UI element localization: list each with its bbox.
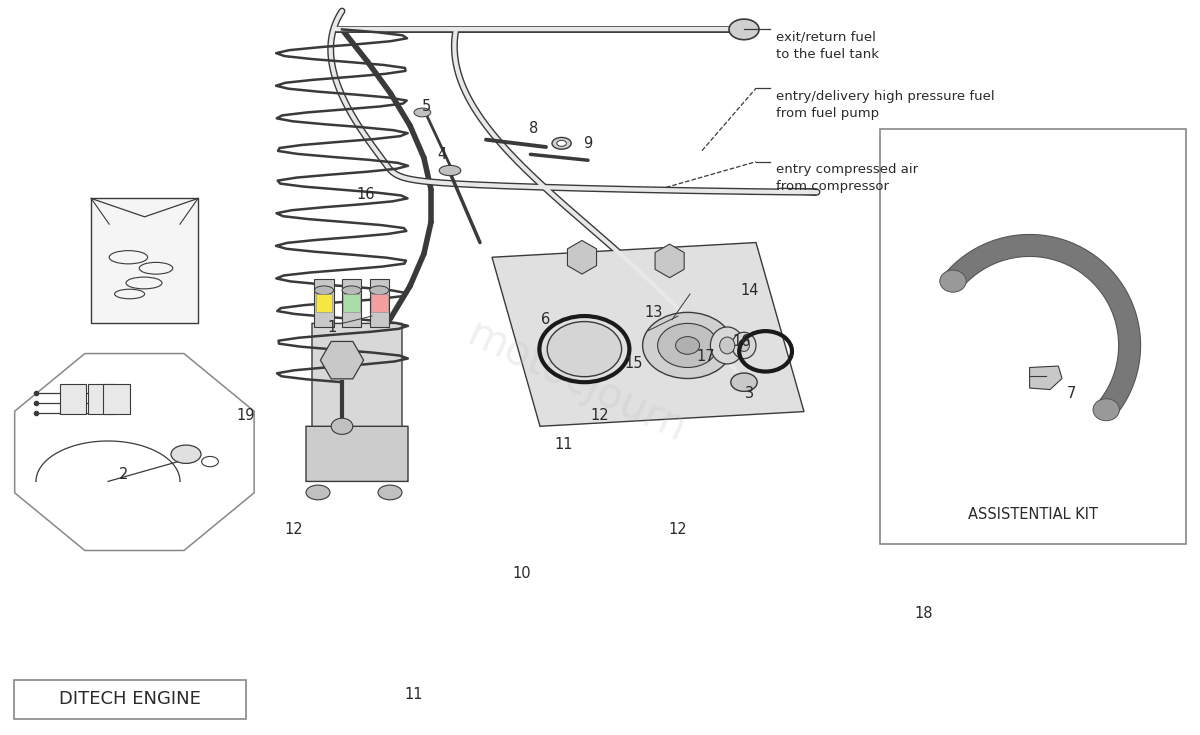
- Text: 5: 5: [421, 99, 431, 114]
- Ellipse shape: [306, 485, 330, 500]
- Ellipse shape: [172, 445, 202, 464]
- Text: 6: 6: [541, 312, 551, 327]
- Ellipse shape: [202, 456, 218, 467]
- Bar: [103, 384, 130, 414]
- Text: 9: 9: [583, 136, 593, 151]
- Bar: [371, 294, 388, 312]
- Text: 1: 1: [328, 320, 337, 334]
- Text: 4: 4: [437, 147, 446, 162]
- Ellipse shape: [331, 418, 353, 434]
- Text: motocjourn: motocjourn: [460, 313, 692, 451]
- Text: 10: 10: [512, 566, 532, 581]
- Text: entry compressed air
from compressor: entry compressed air from compressor: [776, 163, 918, 193]
- Text: ASSISTENTIAL KIT: ASSISTENTIAL KIT: [967, 507, 1098, 522]
- Polygon shape: [14, 354, 254, 551]
- Text: 3: 3: [745, 386, 755, 401]
- Ellipse shape: [739, 340, 749, 351]
- Text: 11: 11: [404, 687, 424, 702]
- Text: 19: 19: [236, 408, 256, 423]
- Bar: [91, 198, 198, 323]
- Bar: [60, 384, 86, 414]
- Text: 2: 2: [119, 467, 128, 481]
- Text: 12: 12: [590, 408, 610, 423]
- Ellipse shape: [342, 286, 361, 295]
- Text: 14: 14: [740, 283, 760, 298]
- Ellipse shape: [676, 337, 700, 354]
- Text: 12: 12: [668, 522, 688, 537]
- Polygon shape: [944, 234, 1140, 417]
- Ellipse shape: [370, 286, 389, 295]
- Text: 11: 11: [554, 437, 574, 452]
- Ellipse shape: [732, 332, 756, 359]
- Ellipse shape: [378, 485, 402, 500]
- Ellipse shape: [314, 286, 334, 295]
- Text: DITECH ENGINE: DITECH ENGINE: [59, 690, 202, 709]
- Text: 13: 13: [644, 305, 664, 320]
- Bar: [370, 279, 389, 327]
- Text: 16: 16: [732, 334, 751, 349]
- Ellipse shape: [557, 140, 566, 146]
- FancyBboxPatch shape: [312, 323, 402, 441]
- Text: 16: 16: [356, 187, 376, 202]
- Polygon shape: [492, 243, 804, 426]
- Ellipse shape: [940, 270, 966, 293]
- Text: 18: 18: [914, 606, 934, 621]
- Bar: [342, 279, 361, 327]
- Text: 15: 15: [624, 356, 643, 371]
- Text: 7: 7: [1067, 386, 1076, 401]
- Bar: [88, 384, 114, 414]
- Bar: [314, 279, 334, 327]
- Ellipse shape: [552, 137, 571, 149]
- Ellipse shape: [1093, 398, 1120, 420]
- Ellipse shape: [720, 337, 734, 354]
- Ellipse shape: [731, 373, 757, 392]
- Text: entry/delivery high pressure fuel
from fuel pump: entry/delivery high pressure fuel from f…: [776, 90, 995, 120]
- Bar: [316, 294, 332, 312]
- Bar: [14, 680, 246, 719]
- Bar: [880, 129, 1186, 544]
- Text: 12: 12: [284, 522, 304, 537]
- Ellipse shape: [439, 165, 461, 176]
- Polygon shape: [1030, 366, 1062, 390]
- Text: exit/return fuel
to the fuel tank: exit/return fuel to the fuel tank: [776, 31, 880, 61]
- Ellipse shape: [547, 322, 622, 377]
- Bar: [343, 294, 360, 312]
- Ellipse shape: [643, 312, 732, 379]
- Text: 8: 8: [529, 121, 539, 136]
- Ellipse shape: [658, 323, 718, 368]
- Text: 17: 17: [696, 349, 715, 364]
- Ellipse shape: [730, 19, 760, 40]
- FancyBboxPatch shape: [306, 426, 408, 481]
- Ellipse shape: [710, 327, 744, 364]
- Ellipse shape: [414, 108, 431, 117]
